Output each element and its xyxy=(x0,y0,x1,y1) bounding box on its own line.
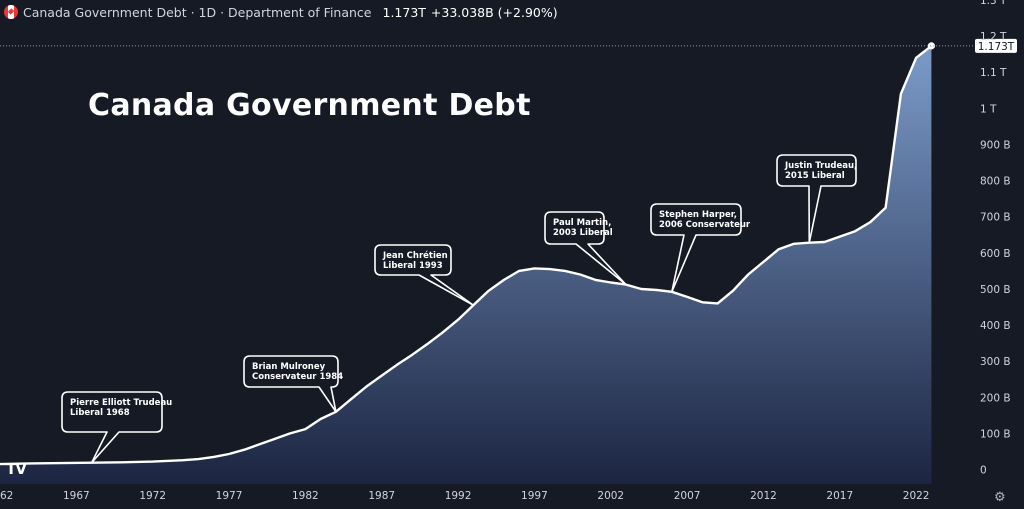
annotation-text: Brian Mulroney xyxy=(252,362,326,372)
annotation-text: Jean Chrétien xyxy=(382,250,448,261)
y-tick-label: 800 B xyxy=(980,176,1011,188)
chart-header: Canada Government Debt · 1D · Department… xyxy=(4,3,558,21)
annotation-bubble xyxy=(243,355,339,413)
y-tick-label: 900 B xyxy=(980,139,1011,151)
last-point-marker xyxy=(927,42,936,50)
y-tick-label: 1.2 T xyxy=(980,31,1007,43)
x-tick-label: 1977 xyxy=(216,490,243,502)
x-tick-label: 1972 xyxy=(139,490,166,502)
annotation-bubble xyxy=(650,203,742,293)
x-tick-label: 1967 xyxy=(63,490,90,502)
annotation-text: 2006 Conservateur xyxy=(659,220,751,230)
annotation-text: 2003 Liberal xyxy=(553,228,613,238)
y-tick-label: 300 B xyxy=(980,356,1011,368)
annotation-callout[interactable]: Stephen Harper,2006 Conservateur xyxy=(650,203,751,293)
annotation-text: Justin Trudeau, xyxy=(784,161,857,171)
change-value: +33.038B (+2.90%) xyxy=(430,4,558,20)
x-tick-label: 2022 xyxy=(903,490,930,502)
annotation-text: Pierre Elliott Trudeau xyxy=(70,398,172,408)
y-tick-label: 200 B xyxy=(980,392,1011,404)
y-tick-label: 700 B xyxy=(980,212,1011,224)
x-tick-label: 2007 xyxy=(674,490,701,502)
canada-flag-icon xyxy=(4,5,18,19)
debt-series-line[interactable] xyxy=(0,44,933,466)
y-tick-label: 500 B xyxy=(980,284,1011,296)
annotation-callout[interactable]: Justin Trudeau,2015 Liberal xyxy=(776,154,857,244)
annotation-bubble xyxy=(374,244,475,307)
x-tick-label: 2017 xyxy=(826,490,853,502)
annotation-bubble xyxy=(544,211,627,286)
annotation-text: Conservateur 1984 xyxy=(252,372,343,382)
annotation-callout[interactable]: Paul Martin,2003 Liberal xyxy=(544,211,627,286)
y-tick-label: 1.3 T xyxy=(980,0,1007,7)
y-tick-label: 0 xyxy=(980,465,987,477)
x-tick-label: 1997 xyxy=(521,490,548,502)
annotation-bubble xyxy=(776,154,857,244)
y-tick-label: 600 B xyxy=(980,248,1011,260)
x-tick-label: 1987 xyxy=(368,490,395,502)
annotation-text: Stephen Harper, xyxy=(659,210,737,220)
y-tick-label: 1.1 T xyxy=(980,67,1007,79)
gear-icon[interactable]: ⚙ xyxy=(994,490,1006,505)
x-tick-label: 1982 xyxy=(292,490,319,502)
y-tick-label: 1 T xyxy=(980,103,997,115)
symbol-title[interactable]: Canada Government Debt · 1D · Department… xyxy=(23,4,372,20)
annotation-bubble xyxy=(61,391,163,464)
annotation-text: Liberal 1968 xyxy=(70,408,130,418)
x-tick-label: 1992 xyxy=(445,490,472,502)
chart-title: Canada Government Debt xyxy=(88,88,531,123)
annotation-text: 2015 Liberal xyxy=(785,171,845,181)
last-value: 1.173T xyxy=(382,4,426,20)
x-tick-label: 2002 xyxy=(597,490,624,502)
annotation-text: Paul Martin, xyxy=(553,218,611,228)
annotation-text: Liberal 1993 xyxy=(383,261,443,271)
x-tick-label: 2012 xyxy=(750,490,777,502)
y-tick-label: 100 B xyxy=(980,428,1011,440)
y-tick-label: 400 B xyxy=(980,320,1011,332)
last-price-label-bg xyxy=(975,38,1017,53)
debt-area-fill xyxy=(0,45,932,485)
x-tick-label: 1962 xyxy=(0,490,13,502)
last-price-label: 1.173T xyxy=(978,41,1015,53)
tradingview-logo[interactable]: TV xyxy=(6,460,27,478)
